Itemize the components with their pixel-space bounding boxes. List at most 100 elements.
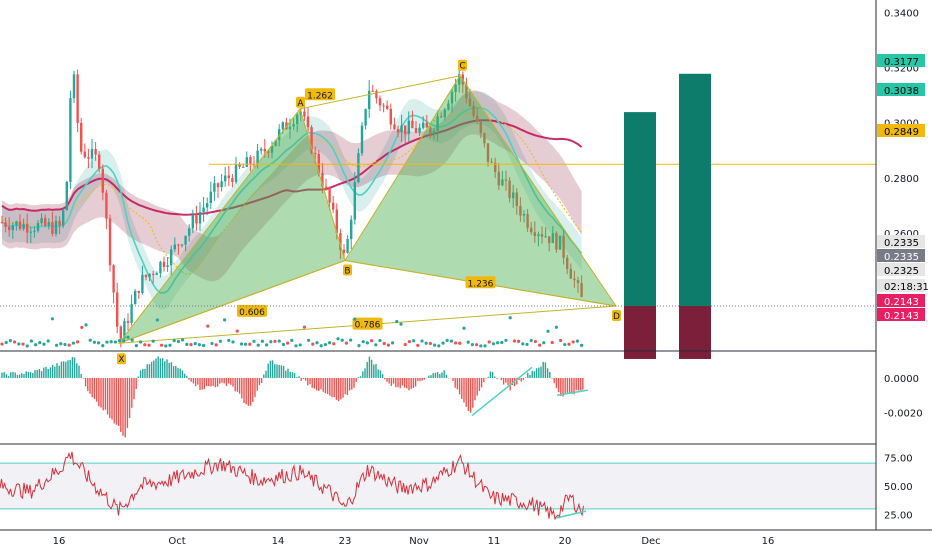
indicator-dot	[504, 338, 508, 342]
histogram-bar	[199, 377, 201, 390]
histogram-bar	[579, 377, 582, 391]
histogram-bar	[564, 377, 566, 394]
candle-body	[260, 148, 263, 151]
histogram-bar	[10, 372, 12, 378]
indicator-dot	[323, 342, 327, 347]
candle-body	[72, 74, 76, 99]
histogram-bar	[538, 367, 540, 378]
rsi-pane[interactable]	[0, 443, 876, 521]
histogram-bar	[439, 373, 441, 378]
indicator-dot	[13, 340, 17, 344]
candle-body	[288, 126, 292, 130]
indicator-dot	[508, 316, 512, 320]
indicator-dot	[567, 342, 571, 346]
histogram-bar	[302, 377, 305, 380]
harmonic-point-badge	[117, 353, 126, 365]
indicator-dot	[202, 343, 206, 348]
candle-body	[447, 103, 450, 110]
histogram-bar	[388, 377, 390, 384]
indicator-dot	[302, 325, 306, 329]
candle-body	[497, 171, 500, 186]
histogram-bar	[478, 377, 481, 391]
candle-body	[152, 273, 155, 275]
candle-body	[407, 120, 410, 135]
histogram-bar	[505, 377, 507, 383]
candle-body	[98, 154, 101, 169]
histogram-bar	[278, 364, 280, 378]
indicator-dot	[512, 339, 517, 343]
position-stop-box[interactable]	[624, 306, 656, 359]
histogram-bar	[49, 367, 52, 378]
histogram-bar	[7, 376, 10, 378]
histogram-bar	[403, 377, 406, 388]
histogram-bar	[480, 377, 483, 388]
time-axis-tick: Dec	[641, 536, 660, 547]
price-axis-label-text: 0.2849	[884, 127, 919, 138]
histogram-bar	[232, 377, 234, 387]
histogram-bar	[326, 377, 329, 394]
histogram-bar	[144, 368, 146, 378]
candle-body	[249, 157, 252, 165]
indicator-dot	[529, 338, 533, 343]
indicator-dot	[42, 342, 46, 346]
position-target-box[interactable]	[624, 112, 656, 307]
indicator-dot	[59, 342, 63, 346]
candle-body	[65, 181, 68, 211]
candle-body	[188, 228, 191, 236]
histogram-bar	[124, 377, 126, 438]
histogram-bar	[392, 377, 395, 384]
candle-body	[227, 175, 230, 179]
candle-body	[170, 249, 173, 266]
indicator-dot	[542, 341, 546, 345]
histogram-bar	[456, 377, 459, 390]
candle-body	[504, 179, 508, 181]
candle-body	[468, 98, 472, 106]
histogram-bar	[177, 367, 179, 378]
histogram-bar	[5, 374, 8, 378]
price-axis-label-text: 0.3038	[884, 86, 919, 97]
time-axis-tick: 11	[488, 536, 501, 547]
candle-body	[137, 290, 140, 293]
indicator-dot	[223, 318, 227, 322]
histogram-bar	[300, 377, 302, 381]
histogram-bar	[375, 364, 377, 378]
histogram-bar	[546, 368, 549, 378]
histogram-bar	[172, 366, 175, 378]
time-axis[interactable]: 16 Oct 14 23 Nov 11 20 Dec 16	[0, 529, 932, 547]
indicator-dot	[50, 317, 55, 321]
position-stop-box[interactable]	[679, 306, 711, 359]
indicator-dot	[479, 344, 483, 348]
histogram-bar	[340, 377, 342, 400]
histogram-bar	[430, 375, 432, 378]
candle-body	[224, 175, 227, 182]
position-target-box[interactable]	[679, 73, 711, 307]
indicator-dot	[97, 341, 101, 345]
price-pane[interactable]: X A B C D 1.262 0.606 1.236 0.786	[0, 59, 876, 366]
price-axis-label-text: 0.2325	[884, 266, 919, 277]
candle-body	[87, 157, 90, 159]
oscillator-pane[interactable]	[0, 350, 876, 438]
candle-body	[508, 180, 511, 199]
candle-body	[436, 116, 439, 131]
indicator-dot	[101, 344, 105, 348]
price-axis[interactable]: 0.34000.32000.30000.28000.26000.24000.31…	[875, 0, 929, 530]
candle-body	[440, 116, 443, 118]
indicator-dot	[328, 341, 332, 345]
indicator-dot	[239, 342, 243, 346]
histogram-bar	[78, 365, 80, 378]
histogram-bar	[100, 377, 102, 408]
histogram-bar	[527, 372, 529, 378]
histogram-bar	[287, 368, 289, 378]
candle-body	[180, 244, 184, 246]
histogram-bar	[111, 377, 113, 420]
histogram-bar	[230, 377, 232, 385]
histogram-bar	[494, 376, 496, 378]
candle-body	[537, 234, 540, 236]
histogram-bar	[406, 377, 408, 389]
histogram-bar	[109, 377, 111, 418]
candle-body	[242, 166, 245, 168]
candle-body	[51, 222, 54, 234]
histogram-bar	[183, 373, 186, 378]
histogram-bar	[126, 377, 129, 428]
